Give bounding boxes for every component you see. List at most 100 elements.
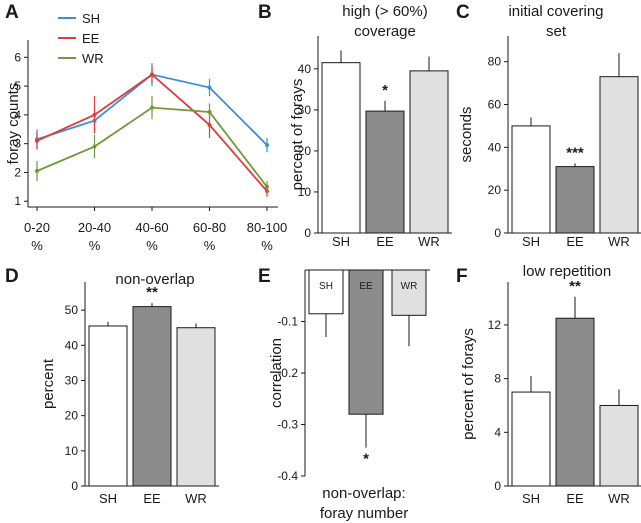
significance-marker: *: [382, 82, 388, 99]
y-tick-label: 12: [488, 318, 502, 332]
x-tick-label: 0-20: [24, 220, 50, 235]
y-tick-label: 3: [14, 137, 21, 151]
data-point: [207, 109, 212, 114]
legend-label: WR: [82, 51, 104, 66]
y-tick-label: 20: [298, 144, 312, 158]
data-point: [35, 138, 39, 143]
y-tick-label: 1: [14, 194, 21, 208]
bar-ee: [555, 166, 595, 234]
x-tick-label-unit: %: [204, 238, 216, 253]
category-label: EE: [359, 281, 373, 292]
panel-label: E: [258, 266, 271, 287]
y-tick-label: 40: [488, 140, 502, 154]
x-tick-label: 60-80: [193, 220, 226, 235]
category-label: EE: [566, 491, 584, 506]
y-tick-label: 5: [14, 79, 21, 93]
panel-label: C: [456, 2, 470, 23]
bar-sh: [308, 269, 344, 315]
y-tick-label: 4: [14, 108, 21, 122]
bar-sh: [88, 325, 128, 487]
category-label: SH: [522, 234, 540, 249]
data-point: [207, 85, 212, 90]
x-tick-label: 80-100: [247, 220, 287, 235]
category-label: SH: [332, 234, 350, 249]
y-axis-label: percent: [40, 358, 57, 409]
panel-label: A: [5, 2, 19, 23]
y-tick-label: -0.1: [277, 315, 298, 329]
series-line-ee: [36, 73, 268, 192]
bar-wr: [599, 76, 639, 234]
data-point: [265, 184, 269, 189]
y-tick-label: 6: [14, 50, 21, 64]
y-tick-label: 8: [494, 372, 501, 386]
significance-marker: ***: [566, 144, 584, 161]
x-tick-label: 40-60: [135, 220, 168, 235]
panel-label: D: [5, 266, 19, 287]
chart-title: non-overlap: [115, 271, 194, 288]
bar-ee: [555, 317, 595, 487]
category-label: WR: [608, 234, 630, 249]
y-tick-label: 0: [304, 226, 311, 240]
series-line-wr: [36, 106, 268, 188]
x-tick-label: 20-40: [78, 220, 111, 235]
chart-title: set: [546, 23, 567, 40]
data-point: [92, 144, 97, 149]
y-tick-label: -0.2: [277, 366, 298, 380]
y-tick-label: -0.3: [277, 418, 298, 432]
y-tick-label: 60: [488, 98, 502, 112]
legend-label: EE: [82, 31, 100, 46]
significance-marker: **: [569, 278, 581, 295]
x-axis-label: non-overlap:: [322, 485, 405, 502]
bar-wr: [176, 327, 216, 487]
category-label: WR: [418, 234, 440, 249]
panel-label: F: [456, 266, 468, 287]
data-point: [265, 143, 269, 148]
y-tick-label: 2: [14, 165, 21, 179]
category-label: EE: [566, 234, 584, 249]
bar-ee: [348, 269, 384, 415]
category-label: WR: [185, 491, 207, 506]
bar-sh: [511, 391, 551, 487]
data-point: [150, 72, 154, 77]
y-tick-label: 0: [71, 479, 78, 493]
data-point: [150, 105, 154, 110]
bar-wr: [599, 404, 639, 487]
category-label: SH: [319, 281, 333, 292]
significance-marker: **: [146, 284, 158, 301]
category-label: WR: [401, 281, 418, 292]
y-tick-label: 4: [494, 425, 501, 439]
y-axis-label: percent of forays: [289, 79, 306, 191]
y-tick-label: 40: [65, 338, 79, 352]
legend-label: SH: [82, 11, 100, 26]
y-axis-label: seconds: [458, 107, 475, 163]
category-label: SH: [99, 491, 117, 506]
y-tick-label: 20: [488, 183, 502, 197]
data-point: [92, 112, 97, 117]
category-label: WR: [608, 491, 630, 506]
category-label: SH: [522, 491, 540, 506]
y-tick-label: 10: [298, 185, 312, 199]
y-tick-label: 10: [65, 444, 79, 458]
significance-marker: *: [363, 451, 369, 468]
chart-title: initial covering: [508, 3, 603, 20]
y-axis-label: percent of forays: [460, 328, 477, 440]
y-tick-label: 0: [494, 479, 501, 493]
bar-sh: [511, 125, 551, 234]
bar-wr: [409, 70, 449, 234]
bar-sh: [321, 62, 361, 234]
y-tick-label: 40: [298, 62, 312, 76]
bar-wr: [391, 269, 427, 316]
bar-ee: [132, 306, 172, 487]
x-tick-label-unit: %: [31, 238, 43, 253]
bar-ee: [365, 110, 405, 234]
y-axis-label: correlation: [268, 338, 285, 408]
y-tick-label: 80: [488, 55, 502, 69]
x-tick-label-unit: %: [261, 238, 273, 253]
x-tick-label-unit: %: [146, 238, 158, 253]
